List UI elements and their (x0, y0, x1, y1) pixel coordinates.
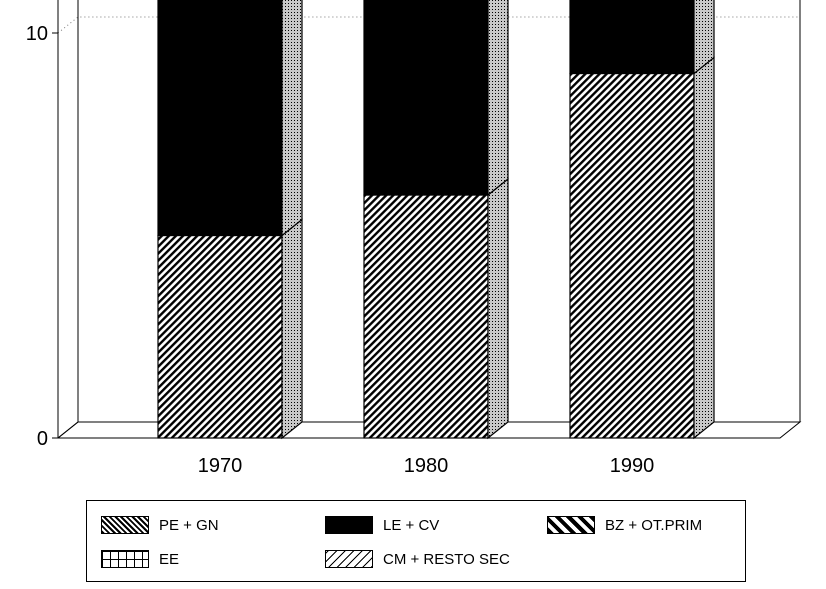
x-category-label: 1970 (198, 455, 243, 477)
x-category-label: 1980 (404, 455, 449, 477)
legend-label-bz-ot-prim: BZ + OT.PRIM (605, 516, 703, 534)
bar-1990-side-0 (693, 56, 715, 440)
bar-1980-segment-1 (363, 0, 489, 196)
bar-1980-segment-0 (363, 194, 489, 439)
legend-item-pe-gn: PE + GN (101, 515, 219, 535)
bar-1980-side-1 (487, 0, 509, 197)
x-category-label: 1990 (610, 455, 655, 477)
legend-label-pe-gn: PE + GN (159, 516, 219, 534)
gridline (57, 16, 800, 34)
bar-1990-side-1 (693, 0, 715, 75)
legend-item-cm-resto-sec: CM + RESTO SEC (325, 549, 510, 569)
legend: PE + GN LE + CV BZ + OT.PRIM EE CM + RES… (86, 500, 746, 582)
legend-swatch-cm-resto-sec (325, 550, 373, 568)
bar-1970-side-1 (281, 0, 303, 237)
legend-label-cm-resto-sec: CM + RESTO SEC (383, 550, 510, 568)
bar-1970-segment-1 (157, 0, 283, 237)
legend-item-le-cv: LE + CV (325, 515, 439, 535)
legend-swatch-bz-ot-prim (547, 516, 595, 534)
y-tick-label: 0 (37, 428, 48, 450)
legend-swatch-ee (101, 550, 149, 568)
legend-label-ee: EE (159, 550, 180, 568)
bar-1970-segment-0 (157, 234, 283, 439)
bar-1990-segment-0 (569, 72, 695, 439)
legend-item-ee: EE (101, 549, 179, 569)
legend-swatch-pe-gn (101, 516, 149, 534)
legend-item-bz-ot-prim: BZ + OT.PRIM (547, 515, 702, 535)
stacked-bar-chart: 0102030405060708090100197019801990 (26, 0, 802, 477)
y-tick-label: 10 (26, 23, 48, 45)
bar-1970-side-0 (281, 218, 303, 440)
bar-1980-side-0 (487, 177, 509, 440)
legend-label-le-cv: LE + CV (383, 516, 440, 534)
legend-swatch-le-cv (325, 516, 373, 534)
bar-1990-segment-1 (569, 0, 695, 75)
